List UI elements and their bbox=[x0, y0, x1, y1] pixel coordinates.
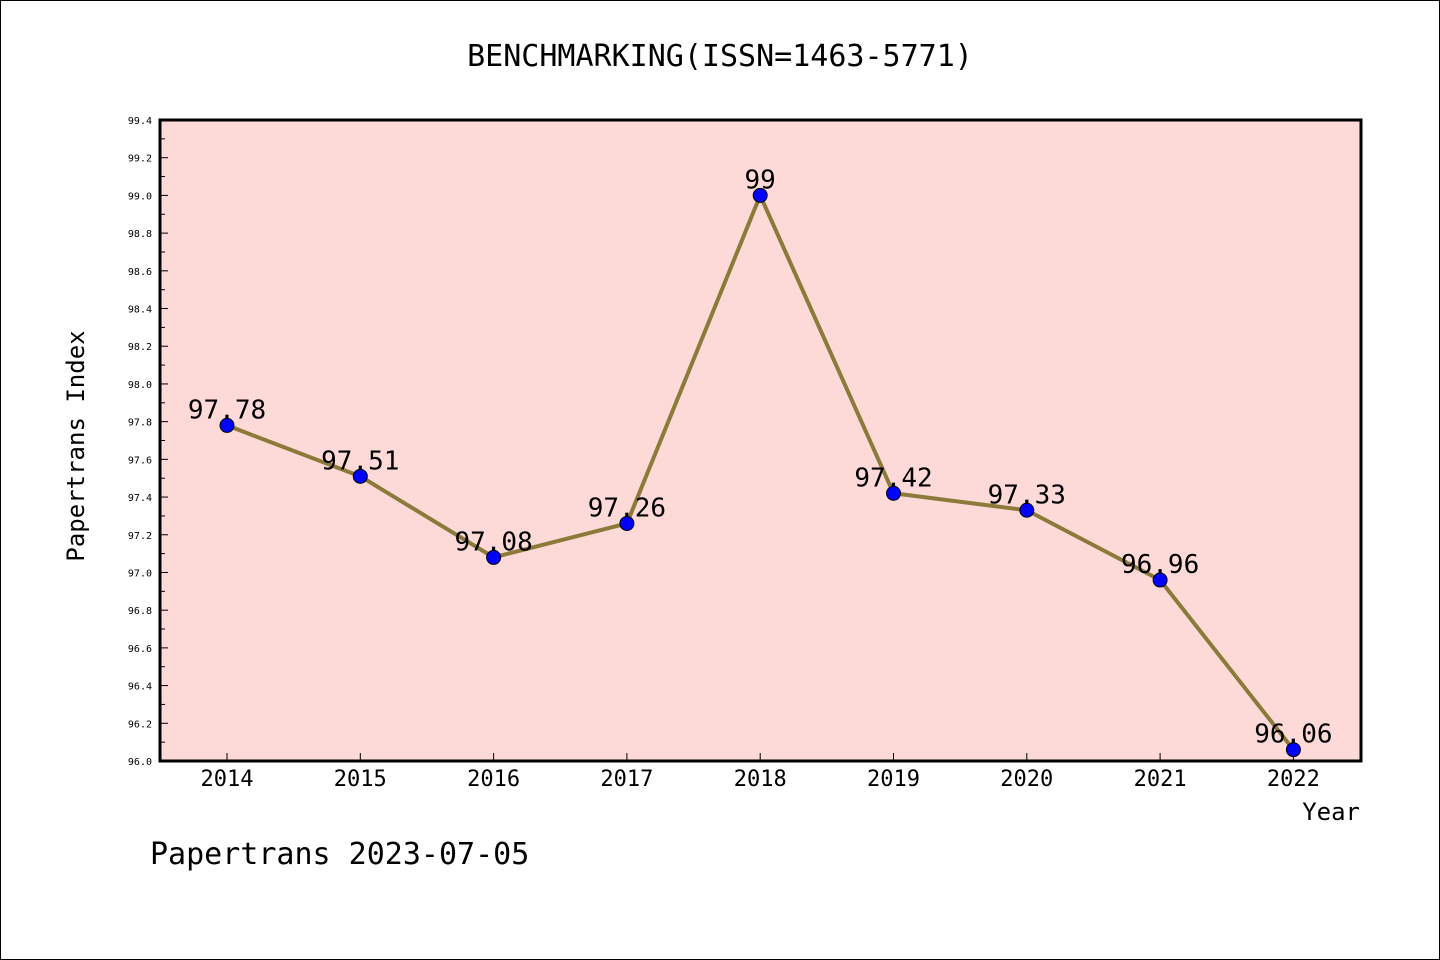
y-tick-label: 98.6 bbox=[128, 267, 152, 278]
y-tick-label: 97.0 bbox=[128, 568, 152, 579]
y-tick-label: 96.0 bbox=[128, 757, 152, 768]
x-tick-label: 2018 bbox=[734, 767, 787, 792]
y-tick-label: 97.4 bbox=[128, 493, 152, 504]
data-label: 99 bbox=[745, 165, 776, 195]
data-point bbox=[1019, 502, 1035, 518]
data-label: 97.08 bbox=[454, 527, 532, 557]
data-label: 97.33 bbox=[988, 480, 1066, 510]
y-tick-label: 96.8 bbox=[128, 606, 152, 617]
x-tick-label: 2020 bbox=[1000, 767, 1053, 792]
data-point bbox=[352, 468, 368, 484]
data-point bbox=[619, 515, 635, 531]
y-tick-label: 96.4 bbox=[128, 682, 152, 693]
data-label: 97.51 bbox=[321, 446, 399, 476]
x-tick-label: 2022 bbox=[1267, 767, 1320, 792]
x-axis-label: Year bbox=[1302, 798, 1360, 826]
y-tick-label: 97.6 bbox=[128, 455, 152, 466]
y-axis-label: Papertrans Index bbox=[62, 330, 90, 561]
chart-title: BENCHMARKING(ISSN=1463-5771) bbox=[467, 39, 973, 74]
x-tick-label: 2019 bbox=[867, 767, 920, 792]
data-point bbox=[886, 485, 901, 501]
y-axis-ticks: 96.0 96.2 96.4 96.6 96.8 97.0 97.2 97.4 97.6 97.8… bbox=[128, 116, 168, 768]
y-tick-label: 98.0 bbox=[128, 380, 152, 391]
data-label: 97.42 bbox=[854, 463, 932, 493]
y-tick-label: 96.6 bbox=[128, 644, 152, 655]
y-tick-label: 98.2 bbox=[128, 342, 152, 353]
y-tick-label: 99.4 bbox=[128, 116, 152, 127]
x-axis-ticks: 2014 2015 2016 2017 2018 2019 2020 2021 2022 bbox=[201, 753, 1320, 792]
data-label: 96.06 bbox=[1254, 720, 1332, 750]
y-tick-label: 96.2 bbox=[128, 719, 152, 730]
x-tick-label: 2017 bbox=[600, 767, 653, 792]
data-point bbox=[1285, 742, 1301, 758]
footer-note: Papertrans 2023-07-05 bbox=[150, 837, 529, 872]
data-point bbox=[752, 187, 768, 203]
y-tick-label: 99.2 bbox=[128, 154, 152, 165]
x-tick-label: 2014 bbox=[201, 767, 254, 792]
y-tick-label: 98.8 bbox=[128, 229, 152, 240]
x-tick-label: 2015 bbox=[334, 767, 387, 792]
x-tick-label: 2021 bbox=[1134, 767, 1187, 792]
plot-area bbox=[160, 120, 1361, 761]
y-tick-label: 98.4 bbox=[128, 305, 152, 316]
data-label: 97.26 bbox=[588, 493, 666, 523]
x-tick-label: 2016 bbox=[467, 767, 520, 792]
y-tick-label: 97.2 bbox=[128, 531, 152, 542]
y-tick-label: 99.0 bbox=[128, 191, 152, 202]
data-point bbox=[486, 549, 502, 565]
data-label: 97.78 bbox=[188, 395, 266, 425]
data-point bbox=[1152, 572, 1168, 588]
y-tick-label: 97.8 bbox=[128, 418, 152, 429]
series-line-group: 97.78 97.51 97.08 97.26 99 97.42 97.33 96.96 96.… bbox=[188, 165, 1333, 758]
data-label: 96.96 bbox=[1121, 550, 1199, 580]
data-point bbox=[219, 417, 235, 433]
plot-border bbox=[158, 118, 1363, 763]
